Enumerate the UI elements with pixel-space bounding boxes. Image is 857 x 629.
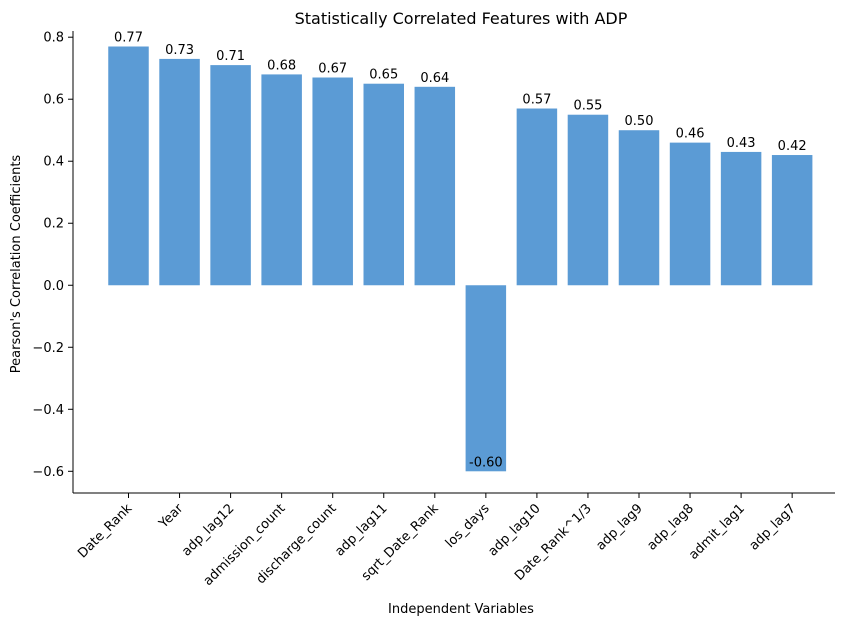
bar-sqrt-date-rank — [414, 86, 456, 286]
bar-admit-lag1 — [720, 151, 762, 286]
bar-year — [159, 58, 200, 286]
bar-adp-lag10 — [516, 108, 558, 286]
y-axis-ticks: −0.6 −0.4 −0.2 0.0 0.2 0.4 0.6 0.8 — [32, 31, 73, 480]
bar-date-rank-1-3 — [567, 114, 609, 286]
y-tick-label: 0.6 — [43, 93, 64, 108]
x-tick-label: los_days — [443, 501, 493, 551]
y-tick-label: 0.8 — [43, 31, 64, 46]
bar-value-label: 0.65 — [369, 68, 398, 83]
x-tick-label: adp_lag9 — [593, 501, 645, 553]
bar-value-label: 0.71 — [216, 49, 245, 64]
x-axis-label: Independent Variables — [388, 602, 534, 617]
bar-value-label: 0.55 — [573, 99, 602, 114]
y-tick-label: 0.2 — [43, 217, 64, 232]
x-tick-label: adp_lag8 — [644, 501, 696, 553]
bar-value-label: 0.50 — [625, 114, 654, 129]
bar-value-label: -0.60 — [469, 455, 503, 470]
x-tick-label: adp_lag7 — [747, 501, 799, 553]
bar-date-rank — [108, 46, 149, 286]
y-tick-label: 0.0 — [43, 279, 64, 294]
bar-adp-lag9 — [618, 130, 660, 286]
y-tick-label: −0.2 — [32, 341, 64, 356]
y-axis-label: Pearson's Correlation Coefficients — [9, 155, 24, 374]
bar-adp-lag8 — [669, 142, 711, 286]
bar-value-label: 0.57 — [522, 93, 551, 108]
bar-value-label: 0.77 — [114, 31, 143, 46]
bar-adp-lag11 — [363, 83, 404, 286]
bars-group — [108, 46, 813, 472]
x-tick-label: Date_Rank — [75, 501, 135, 561]
bar-los-days — [465, 285, 507, 472]
bar-data-labels: 0.77 0.73 0.71 0.68 0.67 0.65 0.64 -0.60 0.57 0.5… — [114, 31, 807, 471]
bar-value-label: 0.46 — [676, 127, 705, 142]
bar-value-label: 0.42 — [778, 139, 807, 154]
bar-value-label: 0.64 — [420, 71, 449, 86]
x-axis-ticks: Date_Rank Yearadp_lag12admission_countdis… — [75, 493, 799, 589]
bar-value-label: 0.43 — [727, 136, 756, 151]
y-tick-label: −0.4 — [32, 403, 64, 418]
chart-title: Statistically Correlated Features with A… — [295, 9, 628, 28]
bar-value-label: 0.67 — [318, 62, 347, 77]
bar-admission-count — [261, 74, 302, 286]
bar-value-label: 0.68 — [267, 58, 296, 73]
bar-discharge-count — [312, 77, 353, 286]
y-tick-label: −0.6 — [32, 465, 64, 480]
bar-adp-lag7 — [771, 155, 813, 286]
bar-adp-lag12 — [210, 65, 251, 286]
y-tick-label: 0.4 — [43, 155, 64, 170]
bar-value-label: 0.73 — [165, 43, 194, 58]
x-tick-label: Year — [156, 501, 187, 532]
